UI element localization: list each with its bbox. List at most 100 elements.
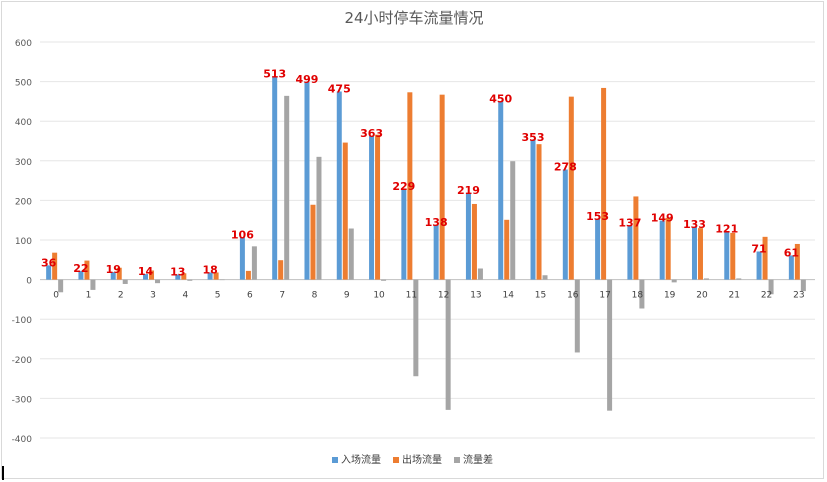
- bar: [627, 225, 633, 280]
- data-label: 121: [715, 223, 738, 236]
- bar: [601, 87, 607, 280]
- bar: [375, 134, 381, 280]
- data-label: 475: [328, 83, 351, 96]
- y-tick-label: 600: [15, 39, 32, 49]
- x-tick-label: 19: [664, 291, 676, 301]
- bar: [175, 274, 181, 280]
- x-tick-label: 12: [438, 291, 449, 301]
- x-tick-label: 6: [247, 291, 253, 301]
- bar: [369, 135, 375, 280]
- bar: [304, 81, 310, 280]
- bar: [536, 144, 542, 280]
- y-tick-label: 0: [26, 277, 32, 287]
- bar: [756, 251, 762, 280]
- x-tick-label: 18: [632, 291, 644, 301]
- bar: [768, 279, 774, 295]
- data-label: 363: [360, 127, 383, 140]
- x-tick-label: 14: [503, 291, 515, 301]
- y-tick-label: -200: [12, 356, 33, 366]
- bar: [272, 76, 278, 280]
- bar: [736, 278, 742, 280]
- data-labels: 36 22 19 14 13 18 106 513 499 475 363 229 138 219 450 3…: [41, 67, 799, 278]
- data-label: 513: [263, 67, 286, 80]
- x-tick-label: 2: [118, 291, 124, 301]
- bar: [219, 279, 225, 281]
- bar: [278, 260, 284, 280]
- bar: [90, 279, 96, 290]
- data-label: 71: [751, 242, 766, 255]
- x-tick-label: 7: [279, 291, 285, 301]
- bar: [568, 96, 574, 280]
- x-tick-label: 0: [53, 291, 59, 301]
- y-tick-label: -400: [12, 435, 33, 445]
- bar: [413, 279, 419, 377]
- x-tick-label: 1: [86, 291, 92, 301]
- data-label: 219: [457, 184, 480, 197]
- bar: [574, 279, 580, 353]
- bar: [239, 237, 245, 280]
- bar: [181, 273, 187, 280]
- data-label: 229: [392, 180, 415, 193]
- data-label: 19: [106, 263, 121, 276]
- data-label: 149: [651, 212, 674, 225]
- data-label: 14: [138, 265, 154, 278]
- legend-swatch: [332, 457, 338, 463]
- data-label: 18: [202, 263, 217, 276]
- x-tick-label: 5: [215, 291, 221, 301]
- bar: [336, 91, 342, 280]
- data-label: 153: [586, 210, 609, 223]
- x-tick-label: 10: [373, 291, 385, 301]
- bar: [445, 279, 451, 410]
- bar: [143, 274, 149, 280]
- data-label: 353: [522, 131, 545, 144]
- x-tick-label: 23: [793, 291, 804, 301]
- bar: [110, 272, 116, 280]
- data-label: 138: [425, 216, 448, 229]
- bar: [439, 94, 445, 280]
- x-axis: 0 1 2 3 4 5 6 7 8 9 10 11 12 13 14 15 16 17 18 19 20 21 22 23: [53, 291, 804, 301]
- bar: [284, 95, 290, 280]
- x-tick-label: 21: [729, 291, 740, 301]
- bar: [530, 139, 536, 280]
- legend-swatch: [454, 457, 460, 463]
- bar: [52, 252, 58, 280]
- bar: [407, 92, 413, 280]
- chart-title: 24小时停车流量情况: [344, 9, 483, 27]
- bar: [691, 226, 697, 280]
- bar: [659, 220, 665, 280]
- bar: [84, 260, 90, 280]
- x-tick-label: 17: [599, 291, 610, 301]
- bar: [607, 279, 613, 411]
- bar: [245, 270, 251, 280]
- legend-label: 出场流量: [402, 453, 442, 466]
- data-label: 61: [784, 246, 799, 259]
- bar: [703, 278, 709, 280]
- bar: [46, 265, 52, 280]
- bar: [381, 279, 387, 281]
- bar: [730, 232, 736, 280]
- bar: [510, 161, 516, 280]
- x-tick-label: 20: [696, 291, 708, 301]
- x-tick-label: 15: [535, 291, 546, 301]
- legend-label: 入场流量: [341, 453, 381, 466]
- data-label: 13: [170, 265, 185, 278]
- data-label: 36: [41, 256, 57, 269]
- bar: [697, 228, 703, 280]
- bar: [794, 243, 800, 280]
- bar: [633, 196, 639, 280]
- data-label: 133: [683, 218, 706, 231]
- x-tick-label: 9: [344, 291, 350, 301]
- y-tick-label: 300: [15, 158, 32, 168]
- bar: [310, 204, 316, 280]
- bar: [639, 279, 645, 309]
- x-tick-label: 11: [406, 291, 417, 301]
- bar: [562, 169, 568, 280]
- bar: [498, 101, 504, 280]
- bar: [251, 246, 257, 280]
- x-tick-label: 8: [312, 291, 318, 301]
- bar: [800, 279, 806, 292]
- data-label: 106: [231, 229, 254, 242]
- x-tick-label: 13: [470, 291, 481, 301]
